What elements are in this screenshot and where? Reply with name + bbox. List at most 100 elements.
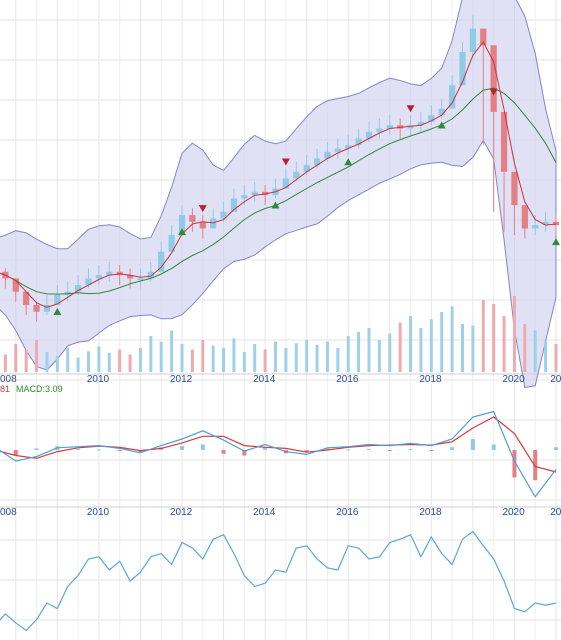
volume-bar [97,346,101,372]
year-tick-label: 008 [0,374,17,385]
macd-histogram-bar-positive [263,447,268,450]
candle-up [95,275,103,279]
candle-down [33,305,40,312]
sell-marker [489,88,498,96]
candle-up [334,148,341,152]
volume-bar [170,330,174,372]
macd-histogram-bar-negative [304,450,309,453]
year-tick-label: 2014 [253,507,276,518]
candle-down [480,28,487,46]
macd-histogram-bar-negative [242,450,247,456]
year-tick-label: 20 [550,374,561,385]
macd-histogram-bar-positive [96,449,101,451]
candle-up [532,225,539,229]
volume-bar [388,333,392,372]
macd-histogram-bar-negative [117,450,122,452]
volume-bar [336,348,340,372]
macd-histogram-bar-positive [325,447,330,450]
volume-bar [232,338,236,372]
candle-up [210,218,217,229]
signal-markers [53,88,560,316]
oscillator-line [0,530,557,632]
macd-histogram-bar-positive [450,447,455,450]
volume-bar [346,336,350,372]
candle-up [469,28,477,52]
candle-up [137,278,144,280]
year-tick-label: 2014 [253,374,276,385]
candle-down [490,45,497,112]
macd-legend-prefix: 81 [0,384,10,394]
oscillator-panel [0,530,557,632]
volume-bar [481,300,485,372]
macd-histogram-bar-positive [346,449,351,451]
year-axis-top: 008 2010 2012 2014 2016 2018 2020 20 [0,374,561,385]
macd-histogram-bar-positive [34,448,39,450]
volume-bar [512,296,516,372]
candle-up [158,251,165,272]
candle-up [313,158,321,166]
candle-down [116,271,123,276]
candle-up [178,215,186,236]
candle-down [199,221,206,229]
candle-up [282,178,290,189]
year-tick-label: 2020 [502,374,525,385]
volume-bar [315,344,319,372]
candle-up [230,198,238,212]
volume-bar [35,340,39,372]
volume-bar [24,349,28,372]
volume-bar [180,344,184,372]
volume-bar [107,352,111,372]
volume-bar [159,341,163,372]
candle-down [511,171,518,206]
volume-bar [305,340,309,372]
volume-bar [87,351,90,372]
volume-bar [471,325,475,372]
candle-up [459,51,466,86]
candle-down [189,215,196,222]
volume-bar [3,354,7,372]
year-tick-label: 2016 [336,507,359,518]
macd-histogram-bar-positive [554,447,558,450]
buy-marker [271,201,280,209]
macd-histogram-bar-positive [408,448,413,450]
candle-up [448,85,456,109]
volume-bar [419,328,423,372]
volume-bar [149,336,153,372]
volume-bar [502,316,506,372]
volume-bar [377,340,381,372]
buy-marker [437,121,446,129]
volume-bar [211,345,215,372]
volume-bar [263,349,267,372]
candle-down [521,205,528,229]
volume-bar [450,306,454,372]
candle-down [23,291,30,306]
macd-histogram-bar-negative [13,450,18,456]
volume-bar [357,332,361,372]
volume-bar [222,348,226,372]
candle-up [85,278,92,286]
candle-down [397,125,404,129]
year-tick-label: 2016 [336,374,359,385]
candle-up [220,211,227,219]
volume-bar [398,322,402,372]
volume-bar [523,324,527,372]
candle-up [365,131,373,139]
candle-up [417,121,425,126]
macd-histogram-bar-negative [533,450,538,481]
candle-up [293,171,300,179]
macd-histogram-bar-negative [221,450,226,454]
candle-up [106,271,113,276]
volume-bar [274,341,277,372]
year-tick-label: 2020 [502,507,525,518]
candle-up [251,191,258,196]
candle-up [54,295,61,306]
year-tick-label: 2018 [419,507,442,518]
candle-up [428,115,435,122]
macd-histogram-bar-positive [470,439,475,450]
macd-line [0,410,557,498]
volume-bar [429,319,433,372]
candle-up [345,145,352,149]
candle-up [407,125,414,129]
volume-bar [284,348,288,372]
candle-down [552,221,560,226]
